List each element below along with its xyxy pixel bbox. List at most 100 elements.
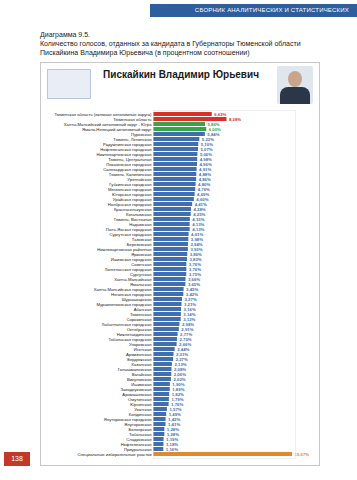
svg-text:Исетская: Исетская <box>133 346 152 352</box>
svg-text:Ханты-Мансийская: Ханты-Мансийская <box>114 276 152 282</box>
svg-text:Ишимская: Ишимская <box>131 381 152 387</box>
svg-text:Ялуторовская: Ялуторовская <box>124 421 152 427</box>
svg-text:5,10%: 5,10% <box>200 141 213 147</box>
svg-text:5,07%: 5,07% <box>200 146 213 152</box>
html-text:Количество голосов, отданных з: Количество голосов, отданных за кандидат… <box>40 40 301 56</box>
svg-text:Белоярская: Белоярская <box>128 426 152 432</box>
svg-text:Советская: Советская <box>131 261 152 267</box>
svg-text:Армизонская: Армизонская <box>126 351 152 357</box>
svg-text:Сургутская: Сургутская <box>130 271 152 277</box>
svg-text:5,86%: 5,86% <box>207 121 220 127</box>
svg-text:Бердюжская: Бердюжская <box>127 356 152 362</box>
svg-text:Нефтеюганская городская: Нефтеюганская городская <box>100 146 152 152</box>
svg-text:Тюмень, Ленинская: Тюмень, Ленинская <box>113 136 152 142</box>
svg-text:8,28%: 8,28% <box>229 117 241 122</box>
svg-text:Тюменская область: Тюменская область <box>113 116 152 122</box>
svg-text:Тюмень, Центральная: Тюмень, Центральная <box>108 156 152 162</box>
svg-text:Заводоуковская: Заводоуковская <box>120 386 152 392</box>
svg-text:Пуровская: Пуровская <box>131 131 152 137</box>
svg-text:Ямальская: Ямальская <box>130 281 152 287</box>
svg-text:Аромашевская: Аромашевская <box>122 391 152 397</box>
svg-text:4,91%: 4,91% <box>199 166 212 172</box>
svg-text:4,86%: 4,86% <box>198 176 211 182</box>
svg-text:4,13%: 4,13% <box>192 221 205 227</box>
svg-text:4,41%: 4,41% <box>194 201 207 207</box>
svg-text:4,15%: 4,15% <box>192 216 205 222</box>
svg-text:Надымская: Надымская <box>129 221 152 227</box>
svg-text:Нижневартовская городская: Нижневартовская городская <box>96 151 152 157</box>
svg-text:Кондинская: Кондинская <box>128 411 152 417</box>
svg-text:Специальные избирательные учас: Специальные избирательные участки <box>78 452 153 457</box>
svg-text:Салехардская городская: Салехардская городская <box>103 166 152 172</box>
svg-text:Красноселькупская: Красноселькупская <box>113 206 152 212</box>
svg-text:Голышмановская: Голышмановская <box>117 366 152 372</box>
svg-text:Покачевская городская: Покачевская городская <box>106 161 152 167</box>
svg-text:6,00%: 6,00% <box>208 126 221 132</box>
svg-text:Омутинская: Омутинская <box>128 396 152 402</box>
svg-text:Югорская городская: Югорская городская <box>112 191 152 197</box>
svg-text:Березовская: Березовская <box>126 241 152 247</box>
svg-text:4,88%: 4,88% <box>198 171 211 177</box>
svg-text:Лабытнангская городская: Лабытнангская городская <box>101 321 152 327</box>
svg-text:Сургутская городская: Сургутская городская <box>109 231 152 237</box>
svg-text:4,80%: 4,80% <box>198 181 211 187</box>
svg-text:Юргинская: Юргинская <box>130 401 152 407</box>
svg-text:Ноябрьская городская: Ноябрьская городская <box>107 201 152 207</box>
svg-text:Ишимская городская: Ишимская городская <box>110 256 152 262</box>
svg-text:Тазовская: Тазовская <box>131 236 152 242</box>
svg-text:Нефтеюганская: Нефтеюганская <box>120 441 152 447</box>
svg-text:Радужнинская городская: Радужнинская городская <box>103 141 152 147</box>
svg-text:Нижнетавдинская: Нижнетавдинская <box>116 331 152 337</box>
svg-text:4,69%: 4,69% <box>197 191 210 197</box>
svg-text:Тюмень, Калининская: Тюмень, Калининская <box>108 171 152 177</box>
html-text:СБОРНИК АНАЛИТИЧЕСКИХ И СТАТИС: СБОРНИК АНАЛИТИЧЕСКИХ И СТАТИСТИЧЕСКИХ М… <box>194 7 349 26</box>
svg-text:4,98%: 4,98% <box>199 156 212 162</box>
svg-text:1,16%: 1,16% <box>166 447 178 452</box>
svg-text:Урайская городская: Урайская городская <box>112 196 152 202</box>
svg-text:Вагайская: Вагайская <box>131 371 152 377</box>
svg-text:Тобольская городская: Тобольская городская <box>108 336 152 342</box>
svg-text:Казанская: Казанская <box>131 361 152 367</box>
svg-text:Упоровская: Упоровская <box>129 341 152 347</box>
svg-text:Мегионская городская: Мегионская городская <box>108 186 152 192</box>
svg-text:Муравленковская городская: Муравленковская городская <box>96 301 152 307</box>
html-text:Диаграмма 9.5.: Диаграмма 9.5. <box>40 31 90 38</box>
svg-text:Когалымская: Когалымская <box>126 211 152 217</box>
svg-text:5,22%: 5,22% <box>201 136 214 142</box>
svg-text:4,28%: 4,28% <box>193 206 206 212</box>
svg-text:4,25%: 4,25% <box>193 211 206 217</box>
svg-text:4,76%: 4,76% <box>197 186 210 192</box>
html-text:138: 138 <box>11 455 23 462</box>
svg-text:Ямало-Ненецкий автономный окру: Ямало-Ненецкий автономный округ <box>81 126 152 132</box>
svg-text:Ханты-Мансийская городская: Ханты-Мансийская городская <box>93 286 152 292</box>
svg-text:Ялуторовская городская: Ялуторовская городская <box>103 416 152 422</box>
svg-text:Викуловская: Викуловская <box>126 376 152 382</box>
svg-text:Няганская городская: Няганская городская <box>111 291 152 297</box>
svg-text:Тюменская: Тюменская <box>129 311 152 317</box>
svg-text:5,00%: 5,00% <box>199 151 213 157</box>
svg-text:Приуральская: Приуральская <box>123 446 152 452</box>
svg-text:4,60%: 4,60% <box>196 196 209 202</box>
svg-text:5,84%: 5,84% <box>207 131 220 137</box>
svg-text:Уватская: Уватская <box>134 406 152 412</box>
svg-text:Тюмень, Восточная: Тюмень, Восточная <box>113 216 152 222</box>
svg-text:Губкинская городская: Губкинская городская <box>109 181 152 187</box>
svg-text:Уренгойская: Уренгойская <box>127 176 152 182</box>
svg-text:Октябрьская: Октябрьская <box>126 326 152 332</box>
svg-text:Пыть-Яхская городская: Пыть-Яхская городская <box>105 226 152 232</box>
svg-text:Нижневартовская районная: Нижневартовская районная <box>97 246 152 252</box>
svg-text:Ханты-Мансийский автономный ок: Ханты-Мансийский автономный округ - Югра <box>63 121 152 127</box>
svg-text:Абатская: Абатская <box>133 306 152 312</box>
svg-text:Тобольская: Тобольская <box>129 431 152 437</box>
svg-text:Шурышкарская: Шурышкарская <box>121 296 152 302</box>
svg-text:Сорокинская: Сорокинская <box>126 316 152 322</box>
svg-text:4,96%: 4,96% <box>199 161 212 167</box>
svg-text:6,62%: 6,62% <box>214 112 226 117</box>
html-text:Пискайкин Владимир Юрьевич: Пискайкин Владимир Юрьевич <box>103 69 259 80</box>
svg-text:Тюменская область (включая авт: Тюменская область (включая автономные ок… <box>54 111 152 117</box>
svg-text:Сладковская: Сладковская <box>126 436 152 442</box>
svg-text:15,67%: 15,67% <box>295 452 310 457</box>
svg-text:Лангепасская городская: Лангепасская городская <box>104 266 152 272</box>
svg-text:Ярковская: Ярковская <box>131 251 152 257</box>
svg-text:4,13%: 4,13% <box>192 226 205 232</box>
